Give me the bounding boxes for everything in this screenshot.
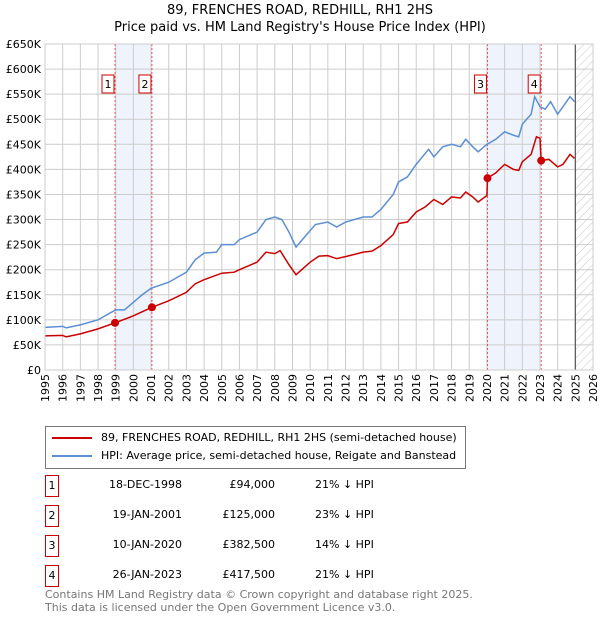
sale-point [537,156,546,165]
x-tick-label: 2002 [163,374,176,402]
x-tick-label: 2004 [198,374,211,402]
sale-marker-label: 2 [141,78,148,91]
y-tick-label: £50K [13,339,42,352]
sale-row: 1 18-DEC-1998 £94,000 21% ↓ HPI [45,475,445,497]
y-tick-label: £100K [6,314,42,327]
sale-marker-box [138,74,152,94]
sale-row: 2 19-JAN-2001 £125,000 23% ↓ HPI [45,505,445,527]
sale-marker-box [527,74,541,94]
sale-marker-label: 4 [531,78,538,91]
x-tick-label: 2003 [180,374,193,402]
sale-row: 4 26-JAN-2023 £417,500 21% ↓ HPI [45,565,445,587]
x-tick-label: 2005 [216,374,229,402]
footer: Contains HM Land Registry data © Crown c… [45,588,473,614]
x-tick-label: 2009 [286,374,299,402]
x-tick-label: 1999 [110,374,123,402]
x-tick-label: 2012 [340,374,353,402]
y-tick-label: £550K [6,88,42,101]
x-tick-label: 2007 [251,374,264,402]
x-tick-label: 1998 [92,374,105,402]
sale-date: 18-DEC-1998 [108,478,182,491]
x-tick-label: 2013 [357,374,370,402]
sale-price: £125,000 [222,508,276,521]
y-tick-label: £500K [6,113,42,126]
legend-label: HPI: Average price, semi-detached house,… [101,449,457,462]
footer-line: Contains HM Land Registry data © Crown c… [45,588,473,601]
sale-date: 26-JAN-2023 [112,568,182,581]
sale-row: 3 10-JAN-2020 £382,500 14% ↓ HPI [45,535,445,557]
sale-marker-label: 3 [45,535,59,557]
sale-date: 19-JAN-2001 [112,508,182,521]
sale-price: £94,000 [229,478,276,491]
x-tick-label: 2018 [446,374,459,402]
price-paid-line [44,135,575,338]
x-tick-label: 2014 [375,374,388,402]
sale-marker-label: 3 [477,78,484,91]
shaded-span [487,44,542,370]
y-tick-label: £300K [6,214,42,227]
y-tick-label: £650K [6,38,42,51]
legend: 89, FRENCHES ROAD, REDHILL, RH1 2HS (sem… [45,426,466,469]
y-tick-label: £200K [6,264,42,277]
x-tick-label: 2022 [516,374,529,402]
sale-marker-label: 2 [45,505,59,527]
sale-date: 10-JAN-2020 [112,538,182,551]
x-tick-label: 2016 [410,374,423,402]
legend-line-blue [52,454,92,457]
sale-price: £417,500 [222,568,276,581]
x-tick-label: 1996 [57,374,70,402]
x-tick-label: 1997 [74,374,87,402]
y-tick-label: £600K [6,63,42,76]
sale-point [111,318,120,327]
sale-marker-box [473,74,487,94]
x-tick-label: 2001 [145,374,158,402]
y-tick-label: £400K [6,163,42,176]
hpi-line [44,94,576,329]
chart-subtitle: Price paid vs. HM Land Registry's House … [114,20,486,35]
sale-hpi-diff: 21% ↓ HPI [315,568,374,581]
x-tick-label: 2015 [393,374,406,402]
forecast-hatch [575,44,593,370]
x-tick-label: 2023 [534,374,547,402]
x-tick-label: 2020 [481,374,494,402]
y-tick-label: £250K [6,239,42,252]
sale-hpi-diff: 14% ↓ HPI [315,538,374,551]
x-tick-label: 2008 [269,374,282,402]
x-tick-label: 2017 [428,374,441,402]
legend-line-red [52,436,92,439]
plot-border [44,43,594,371]
legend-label: 89, FRENCHES ROAD, REDHILL, RH1 2HS (sem… [101,431,457,444]
legend-item-property: 89, FRENCHES ROAD, REDHILL, RH1 2HS (sem… [52,431,457,444]
sale-point [147,303,156,312]
x-tick-label: 2011 [322,374,335,402]
sale-point [483,174,492,183]
chart-title: 89, FRENCHES ROAD, REDHILL, RH1 2HS [166,3,434,18]
x-tick-label: 1995 [39,374,52,402]
footer-line: This data is licensed under the Open Gov… [45,601,396,614]
x-tick-label: 2026 [587,374,600,402]
sale-price: £382,500 [222,538,276,551]
sale-hpi-diff: 21% ↓ HPI [315,478,374,491]
sale-marker-label: 1 [45,475,59,497]
legend-item-hpi: HPI: Average price, semi-detached house,… [52,449,457,462]
y-tick-label: £0 [27,364,41,377]
sale-marker-label: 4 [45,565,59,587]
x-tick-label: 2021 [499,374,512,402]
sale-marker-label: 1 [105,78,112,91]
sale-hpi-diff: 23% ↓ HPI [315,508,374,521]
x-tick-label: 2024 [552,374,565,402]
x-tick-label: 2025 [569,374,582,402]
x-tick-label: 2019 [463,374,476,402]
x-tick-label: 2010 [304,374,317,402]
sale-marker-box [101,74,115,94]
y-tick-label: £150K [6,289,42,302]
y-tick-label: £350K [6,188,42,201]
plot-area: 1995 1996 1997 1998 1999 2000 2001 2002 2003 2004… [6,38,600,402]
x-tick-label: 2006 [233,374,246,402]
y-tick-label: £450K [6,138,42,151]
x-tick-label: 2000 [127,374,140,402]
